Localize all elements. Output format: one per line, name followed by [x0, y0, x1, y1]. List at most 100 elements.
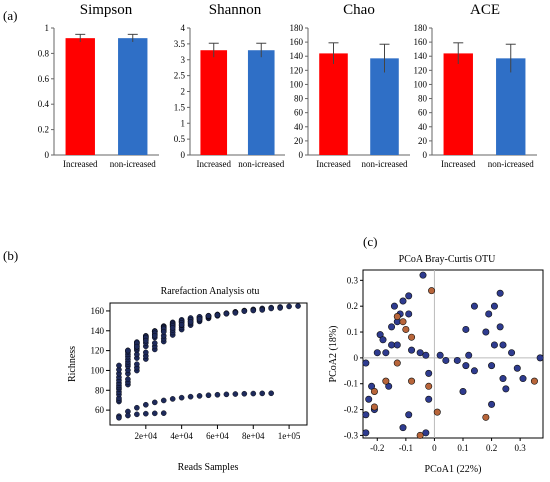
rarefaction-point	[160, 410, 167, 416]
rarefaction-point	[134, 361, 140, 368]
rarefaction-point	[241, 308, 248, 314]
pcoa-point-blue	[382, 349, 390, 357]
pcoa-ylabel: PCoA2 (18%)	[328, 326, 339, 383]
pcoa-point-blue	[470, 302, 478, 310]
rarefaction-point	[160, 397, 167, 404]
pcoa-xlabel: PCoA1 (22%)	[425, 464, 482, 475]
pcoa-point-blue	[453, 356, 461, 364]
pcoa-point-orange	[382, 377, 390, 385]
ace-bar-chart: ACE 0 20 40 60 80 100 120 140 160 180 Increased no…	[414, 2, 537, 169]
pcoa-point-blue	[508, 349, 516, 357]
rarefaction-point	[187, 319, 194, 325]
panel-label-c: (c)	[363, 234, 377, 249]
pcoa-point-blue	[393, 341, 401, 349]
simpson-y-tick-label: 1	[45, 23, 50, 33]
pcoa-point-blue	[513, 364, 521, 372]
rarefaction-y-tick-label: 140	[91, 326, 105, 336]
rarefaction-chart: Rarefaction Analysis otu Richness Reads …	[67, 286, 308, 473]
rarefaction-point	[214, 391, 221, 398]
pcoa-point-blue	[490, 341, 498, 349]
pcoa-point-blue	[488, 362, 496, 370]
rarefaction-frame	[109, 302, 308, 426]
pcoa-point-orange	[393, 359, 401, 367]
pcoa-x-tick-label: 0	[432, 443, 437, 453]
pcoa-point-blue	[419, 271, 427, 279]
ace-y-tick-label: 180	[414, 23, 428, 33]
pcoa-point-blue	[405, 411, 413, 419]
pcoa-point-blue	[408, 346, 416, 354]
ace-y-tick-label: 80	[418, 94, 428, 104]
pcoa-point-blue	[442, 356, 450, 364]
shannon-y-tick-label: 3.5	[174, 39, 186, 49]
rarefaction-point	[232, 310, 239, 316]
pcoa-point-blue	[470, 367, 478, 375]
rarefaction-point	[223, 310, 230, 317]
pcoa-point-blue	[425, 395, 433, 403]
pcoa-point-orange	[428, 287, 436, 295]
pcoa-point-blue	[536, 354, 544, 362]
rarefaction-point	[143, 337, 149, 344]
rarefaction-point	[259, 390, 266, 397]
ace-bar-increased	[443, 53, 473, 155]
chao-category-label: Increased	[316, 159, 351, 169]
pcoa-point-orange	[408, 333, 416, 341]
pcoa-point-blue	[499, 375, 507, 383]
rarefaction-title: Rarefaction Analysis otu	[161, 286, 260, 297]
chao-y-tick-label: 180	[290, 23, 304, 33]
shannon-y-tick-label: 1.5	[174, 102, 186, 112]
shannon-bar-chart: Shannon 0 0.5 1 1.5 2 2.5 3 3.5 4 Increased non-i…	[174, 2, 285, 169]
pcoa-point-blue	[496, 323, 504, 331]
pcoa-point-orange	[408, 377, 416, 385]
rarefaction-point	[169, 396, 176, 402]
rarefaction-point	[250, 307, 257, 314]
pcoa-point-blue	[365, 395, 373, 403]
pcoa-point-blue	[405, 310, 413, 318]
pcoa-x-tick-label: 0.2	[486, 443, 497, 453]
rarefaction-xlabel: Reads Samples	[178, 462, 239, 473]
shannon-y-tick-label: 0.5	[174, 134, 186, 144]
rarefaction-point	[151, 340, 158, 346]
pcoa-title: PCoA Bray-Curtis OTU	[399, 254, 496, 265]
rarefaction-point	[125, 376, 131, 382]
rarefaction-point	[125, 412, 131, 419]
pcoa-point-orange	[370, 403, 378, 411]
pcoa-point-blue	[496, 289, 504, 297]
shannon-y-tick-label: 1	[181, 118, 186, 128]
pcoa-point-blue	[399, 297, 407, 305]
rarefaction-y-tick-label: 80	[95, 385, 105, 395]
pcoa-x-tick-label: 0.1	[457, 443, 468, 453]
pcoa-x-tick-label: -0.2	[370, 443, 384, 453]
ace-title: ACE	[470, 2, 500, 18]
pcoa-point-blue	[373, 349, 381, 357]
pcoa-y-tick-label: -0.3	[344, 430, 359, 440]
ace-y-tick-label: 100	[414, 79, 428, 89]
simpson-bar-increased	[65, 38, 95, 155]
rarefaction-point	[143, 349, 149, 356]
rarefaction-point	[268, 305, 274, 312]
pcoa-point-orange	[416, 431, 424, 439]
pcoa-point-blue	[362, 411, 370, 419]
pcoa-point-blue	[399, 424, 407, 432]
pcoa-point-blue	[490, 302, 498, 310]
shannon-bar-increased	[200, 50, 228, 155]
pcoa-point-blue	[362, 359, 370, 367]
pcoa-point-blue	[436, 351, 444, 359]
rarefaction-point	[134, 411, 140, 418]
rarefaction-ylabel: Richness	[67, 346, 78, 382]
pcoa-point-blue	[416, 349, 424, 357]
rarefaction-x-tick-label: 4e+04	[170, 431, 193, 441]
shannon-title: Shannon	[209, 2, 262, 18]
ace-y-tick-label: 0	[423, 150, 428, 160]
rarefaction-y-tick-label: 100	[91, 365, 105, 375]
rarefaction-y-tick-label: 160	[91, 306, 105, 316]
pcoa-point-blue	[422, 429, 430, 437]
pcoa-point-blue	[462, 325, 470, 333]
rarefaction-point	[151, 410, 158, 417]
pcoa-point-blue	[499, 341, 507, 349]
shannon-bar-non-increased	[247, 50, 275, 155]
chao-title: Chao	[343, 2, 375, 18]
pcoa-y-tick-label: -0.1	[344, 379, 358, 389]
rarefaction-point	[187, 393, 194, 400]
rarefaction-point	[268, 390, 274, 397]
